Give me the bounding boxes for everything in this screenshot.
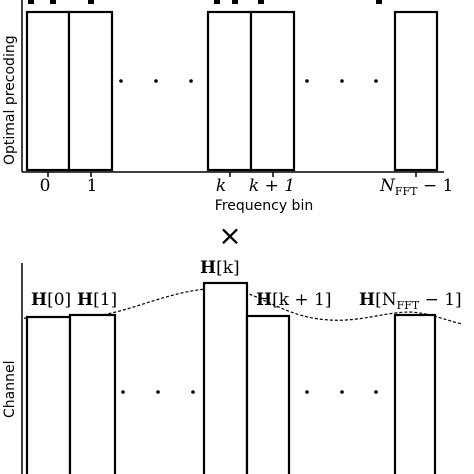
top-ellipsis-1 — [119, 79, 193, 83]
bottom-ylabel: Channel — [2, 361, 18, 418]
channel-label-h1: H[1] — [77, 290, 117, 310]
tick-label-nfft-minus-1: NFFT − 1 — [379, 176, 453, 198]
top-clipped-labels — [28, 0, 382, 4]
multiply-operator: × — [218, 219, 241, 252]
precoding-bar-0 — [25, 10, 71, 172]
tick-label-k: k — [216, 176, 226, 196]
tick-label-1: 1 — [87, 176, 98, 196]
channel-response-curve — [23, 288, 463, 325]
channel-bar-k-plus-1 — [245, 314, 291, 474]
top-ylabel: Optimal precoding — [2, 35, 18, 165]
bottom-ellipsis-2 — [305, 390, 378, 394]
top-xlabel: Frequency bin — [215, 198, 313, 214]
channel-label-hk: H[k] — [200, 258, 240, 278]
precoding-bar-k — [206, 10, 253, 172]
channel-bar-0 — [25, 315, 72, 474]
channel-label-hk-plus-1: H[k + 1] — [256, 290, 332, 310]
precoding-bar-k-plus-1 — [249, 10, 296, 172]
tick-label-0: 0 — [40, 176, 51, 196]
top-ellipsis-2 — [305, 79, 378, 83]
precoding-bar-1 — [67, 10, 114, 172]
tick-label-k-plus-1: k + 1 — [249, 176, 295, 196]
bottom-panel: Channel H[0] H[1] H[k] H[k + 1] — [2, 258, 463, 474]
channel-label-hnfft-minus-1: H[NFFT − 1] — [359, 290, 462, 312]
top-panel: Optimal precoding — [2, 0, 453, 214]
channel-bar-nfft-minus-1 — [393, 313, 437, 474]
precoding-bar-nfft-minus-1 — [393, 10, 439, 172]
bottom-ellipsis-1 — [121, 390, 195, 394]
channel-label-h0: H[0] — [31, 290, 71, 310]
channel-bar-k — [202, 281, 249, 474]
channel-bar-1 — [68, 313, 117, 474]
